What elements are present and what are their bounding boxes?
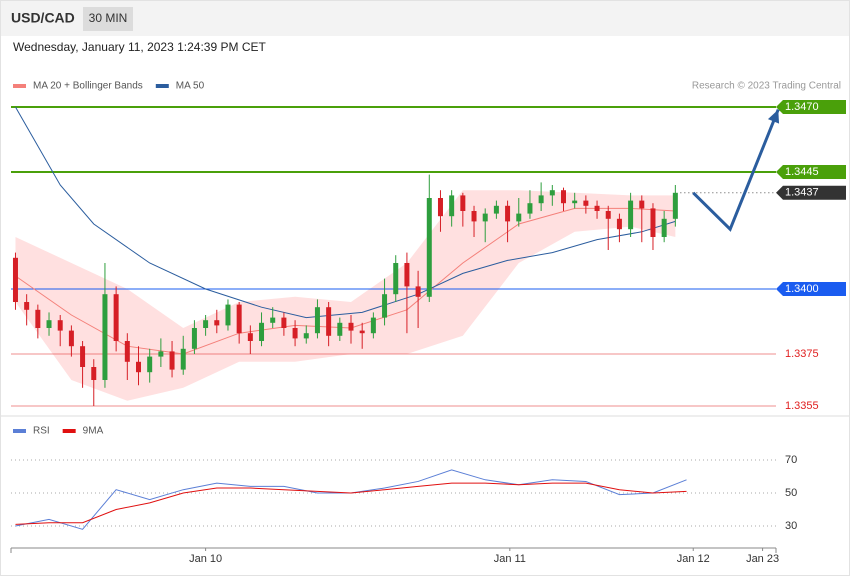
- candle-body: [24, 302, 30, 310]
- candle-body: [661, 218, 667, 237]
- candle-body: [124, 341, 130, 362]
- candle-body: [203, 320, 209, 328]
- candle-body: [404, 263, 410, 287]
- candle-body: [225, 304, 231, 326]
- candle-body: [650, 208, 656, 237]
- candle-body: [482, 213, 488, 222]
- candle-body: [437, 198, 443, 217]
- arrow-head: [767, 109, 780, 124]
- candle-body: [370, 317, 376, 334]
- candle-body: [214, 320, 220, 326]
- candle-body: [46, 320, 52, 328]
- candle-body: [616, 218, 622, 230]
- candle-body: [628, 200, 634, 230]
- candle-body: [180, 348, 186, 370]
- candle-body: [505, 205, 511, 222]
- candle-body: [594, 205, 600, 211]
- candle-body: [281, 317, 287, 328]
- level-tag: [776, 185, 846, 200]
- level-label: 1.3400: [785, 283, 819, 295]
- legend-label: RSI: [33, 426, 50, 437]
- legend-swatch: [13, 429, 26, 433]
- level-label: 1.3445: [785, 166, 819, 178]
- x-tick-label: Jan 10: [189, 553, 222, 565]
- candle-body: [91, 367, 97, 380]
- legend-label: MA 20 + Bollinger Bands: [33, 81, 143, 92]
- candle-body: [583, 200, 589, 206]
- candle-body: [516, 213, 522, 222]
- legend-swatch: [62, 429, 76, 433]
- candle-body: [382, 294, 388, 318]
- candle-body: [605, 211, 611, 219]
- x-tick-label: Jan 23: [746, 553, 779, 565]
- level-label: 1.3470: [785, 101, 819, 113]
- candle-body: [449, 195, 455, 217]
- candle-body: [527, 203, 533, 214]
- candle-body: [348, 322, 354, 331]
- candle-body: [639, 200, 645, 209]
- candle-body: [572, 200, 578, 204]
- candle-body: [561, 190, 566, 204]
- candle-body: [236, 304, 242, 334]
- level-tag: [776, 100, 846, 114]
- projection-arrow: [692, 109, 780, 232]
- candle-body: [68, 330, 74, 347]
- candle-body: [337, 322, 343, 336]
- candle-body: [493, 205, 499, 214]
- candle-body: [270, 317, 276, 323]
- candle-body: [169, 351, 175, 370]
- level-label: 1.3437: [785, 187, 819, 199]
- x-tick-label: Jan 11: [494, 553, 526, 565]
- candle-body: [259, 322, 265, 341]
- y-tick-label: 30: [785, 520, 797, 532]
- timeframe-box[interactable]: [83, 7, 133, 31]
- candle-body: [426, 198, 432, 297]
- level-tag: [776, 282, 846, 296]
- candle-body: [247, 333, 253, 341]
- credit: Research © 2023 Trading Central: [692, 81, 841, 92]
- candle-body: [80, 346, 86, 367]
- candle-body: [359, 330, 365, 334]
- level-tag: [776, 165, 846, 179]
- candle-body: [672, 192, 678, 219]
- legend-swatch: [155, 84, 169, 88]
- candle-body: [292, 328, 298, 339]
- candle-body: [303, 333, 309, 339]
- series-line: [15, 482, 687, 525]
- candle-body: [314, 307, 320, 334]
- y-tick-label: 50: [785, 487, 797, 499]
- legend-label: MA 50: [176, 81, 205, 92]
- candle-body: [549, 190, 555, 196]
- datetime: Wednesday, January 11, 2023 1:24:39 PM C…: [13, 40, 266, 54]
- y-tick-label: 70: [785, 454, 797, 466]
- bollinger-band: [15, 190, 676, 401]
- candle-body: [191, 328, 197, 349]
- legend-label: 9MA: [83, 426, 104, 437]
- symbol: USD/CAD: [11, 10, 75, 26]
- candle-body: [415, 286, 421, 297]
- candle-body: [460, 195, 466, 211]
- candle-body: [471, 211, 477, 222]
- level-label: 1.3355: [785, 400, 819, 412]
- candle-body: [393, 263, 399, 295]
- candle-body: [326, 307, 332, 336]
- candle-body: [158, 351, 164, 357]
- legend-swatch: [13, 84, 26, 88]
- timeframe[interactable]: 30 MIN: [89, 11, 128, 25]
- candle-body: [136, 361, 141, 373]
- candle-body: [57, 320, 63, 331]
- candle-body: [35, 309, 41, 328]
- x-tick-label: Jan 12: [677, 553, 710, 565]
- candle-body: [12, 257, 18, 302]
- candle-body: [538, 195, 544, 204]
- candle-body: [147, 356, 153, 373]
- candle-body: [102, 294, 108, 380]
- candle-body: [113, 294, 119, 341]
- header-bar: [1, 1, 849, 36]
- ma-line: [15, 106, 676, 319]
- level-label: 1.3375: [785, 348, 819, 360]
